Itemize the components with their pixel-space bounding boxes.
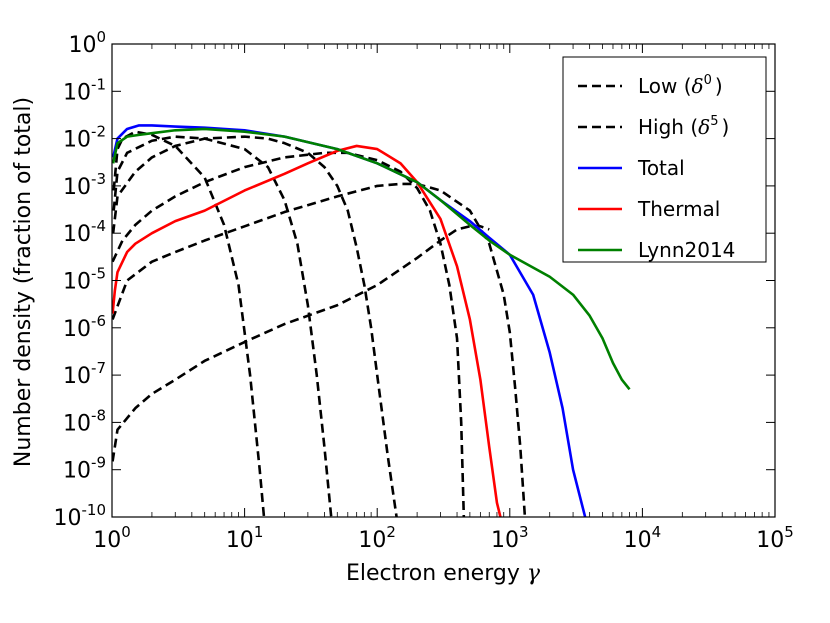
x-tick-label-base: 10 [756,528,784,553]
x-axis-label-symbol: γ [527,561,541,586]
y-tick-label: 10-7 [63,359,106,389]
y-tick-label-base: 10 [63,128,91,153]
y-tick-label: 10-2 [63,123,106,153]
y-tick-label: 10-5 [63,265,106,295]
y-tick-label-base: 10 [63,364,91,389]
y-axis-label: Number density (fraction of total) [11,97,36,467]
y-tick-label-exponent: -10 [82,501,107,519]
legend-box [562,56,767,263]
y-tick-label: 10-8 [63,406,106,436]
x-tick-label-exponent: 4 [652,523,662,541]
y-tick-label-base: 10 [54,506,82,531]
legend-label: Lynn2014 [638,238,735,262]
y-tick-label: 10-10 [54,501,107,531]
y-tick-label-base: 10 [63,222,91,247]
legend-label-text: Lynn2014 [638,238,735,262]
y-tick-label-base: 10 [63,80,91,105]
y-tick-label: 10-1 [63,75,106,105]
y-tick-label-base: 10 [68,33,96,58]
legend-label: Thermal [637,197,720,221]
y-tick-label: 10-9 [63,454,106,484]
legend-label-symbol: δ [692,74,704,98]
x-tick-label-base: 10 [491,528,519,553]
y-tick-label-exponent: -6 [91,312,106,330]
legend-label-superscript: 5 [710,114,718,129]
legend-label-symbol: δ [698,115,710,139]
legend-label-text: High ( [638,115,698,139]
y-tick-label-exponent: -7 [91,359,106,377]
y-tick-label-exponent: -9 [91,454,106,472]
legend-label-text: Thermal [637,197,720,221]
y-tick-label-exponent: -1 [91,75,106,93]
y-tick-label-exponent: -8 [91,406,106,424]
series-line-component-0 [112,130,266,517]
x-axis-label: Electron energy γ [346,561,541,586]
x-axis-label-text: Electron energy [346,561,520,586]
legend-label-text: Total [637,156,685,180]
legend-label: Total [637,156,685,180]
series-line-thermal [112,144,502,517]
x-tick-label-exponent: 0 [121,523,131,541]
x-tick-label-exponent: 1 [254,523,264,541]
x-tick-label-base: 10 [226,528,254,553]
x-tick-label: 100 [93,523,131,553]
x-tick-label: 101 [226,523,264,553]
y-tick-label-exponent: -3 [91,170,106,188]
series-line-component-5 [112,224,490,462]
y-tick-label-exponent: -5 [91,265,106,283]
legend-label-text: Low ( [638,74,692,98]
x-tick-label-exponent: 5 [784,523,794,541]
x-tick-label-exponent: 3 [519,523,529,541]
x-tick-label-exponent: 2 [386,523,396,541]
y-tick-label-exponent: -4 [91,217,106,235]
series-line-component-2 [112,135,398,517]
x-tick-label: 104 [624,523,662,553]
y-tick-label-base: 10 [63,270,91,295]
y-tick-label-base: 10 [63,175,91,200]
y-tick-label: 100 [68,28,106,58]
y-tick-label: 10-6 [63,312,106,342]
y-tick-label-base: 10 [63,411,91,436]
legend-label: High (δ5) [638,114,729,139]
series-line-component-1 [112,135,333,517]
series-line-lynn2014 [112,127,631,391]
x-tick-label: 103 [491,523,529,553]
x-tick-label: 105 [756,523,794,553]
x-tick-label-base: 10 [93,528,121,553]
y-tick-label-exponent: -2 [91,123,106,141]
y-tick-label-base: 10 [63,317,91,342]
legend-label-superscript: 0 [704,73,712,88]
y-tick-label: 10-4 [63,217,106,247]
legend-label-close: ) [721,115,729,139]
series-layer [112,124,631,517]
legend-label: Low (δ0) [638,73,723,98]
x-tick-label-base: 10 [624,528,652,553]
y-tick-label-base: 10 [63,459,91,484]
tick-layer: 100 101 102 103 104 10510010-110-210-310-410-… [54,28,794,553]
x-tick-label-base: 10 [358,528,386,553]
legend-label-close: ) [715,74,723,98]
x-tick-label: 102 [358,523,396,553]
y-tick-label-exponent: 0 [96,28,106,46]
y-tick-label: 10-3 [63,170,106,200]
series-line-component-4 [112,182,527,517]
